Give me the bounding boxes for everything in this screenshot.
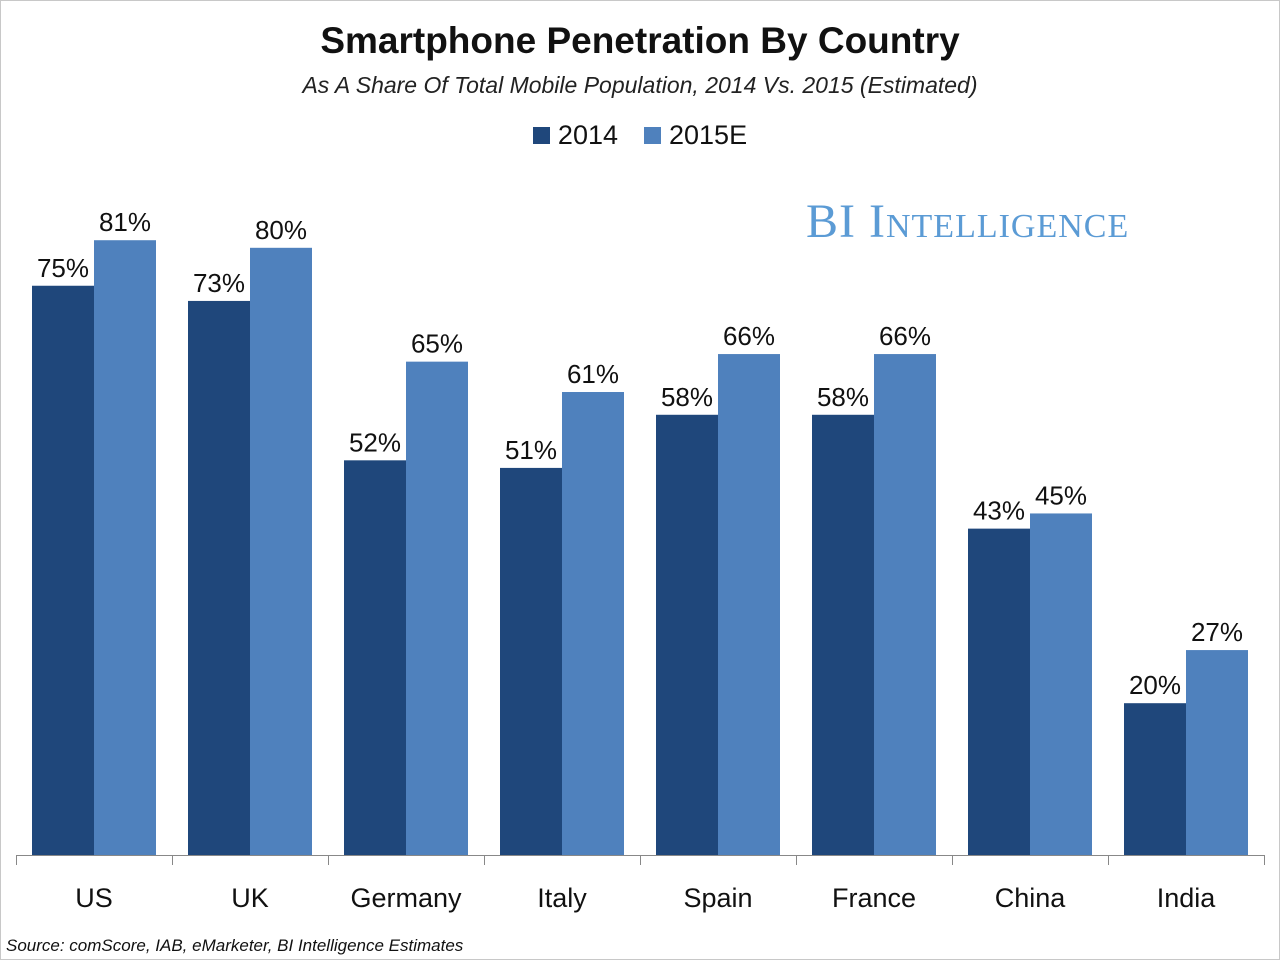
data-label-france-2015e: 66% [879, 321, 931, 351]
data-label-india-2015e: 27% [1191, 617, 1243, 647]
source-note: Source: comScore, IAB, eMarketer, BI Int… [6, 936, 464, 955]
bar-india-2014 [1124, 703, 1186, 855]
bar-italy-2014 [500, 467, 562, 855]
bi-intelligence-logo: BI Intelligence [806, 195, 1130, 248]
legend: 2014 2015E [0, 120, 1280, 151]
bar-france-2014 [812, 414, 874, 855]
data-label-germany-2014: 52% [349, 427, 401, 457]
chart-subtitle: As A Share Of Total Mobile Population, 2… [302, 72, 978, 98]
x-tick-label-india: India [1157, 883, 1217, 913]
data-label-uk-2014: 73% [193, 268, 245, 298]
x-tick-label-italy: Italy [537, 883, 587, 913]
bar-china-2015e [1030, 513, 1092, 855]
bar-spain-2015e [718, 354, 780, 855]
data-label-france-2014: 58% [817, 382, 869, 412]
data-label-us-2014: 75% [37, 253, 89, 283]
legend-swatch-2014 [532, 127, 550, 144]
legend-swatch-2015e [644, 127, 661, 144]
data-label-china-2015e: 45% [1035, 480, 1087, 510]
chart-title: Smartphone Penetration By Country [320, 20, 960, 61]
x-tick-label-uk: UK [231, 883, 269, 913]
bar-uk-2014 [188, 300, 250, 855]
bar-germany-2015e [406, 361, 468, 855]
x-tick-label-germany: Germany [350, 883, 462, 913]
x-tick-label-china: China [995, 883, 1067, 913]
data-label-italy-2015e: 61% [567, 359, 619, 389]
legend-item-2014: 2014 [532, 120, 618, 151]
data-label-italy-2014: 51% [505, 435, 557, 465]
data-label-germany-2015e: 65% [411, 329, 463, 359]
bar-uk-2015e [250, 247, 312, 856]
data-label-us-2015e: 81% [99, 207, 151, 237]
x-tick-label-spain: Spain [683, 883, 752, 913]
bar-us-2014 [32, 285, 94, 855]
bar-china-2014 [968, 528, 1030, 855]
data-label-spain-2015e: 66% [723, 321, 775, 351]
data-label-india-2014: 20% [1129, 670, 1181, 700]
data-label-uk-2015e: 80% [255, 215, 307, 245]
bar-spain-2014 [656, 414, 718, 855]
x-tick-label-us: US [75, 883, 113, 913]
legend-item-2015e: 2015E [644, 120, 747, 151]
bar-india-2015e [1186, 650, 1248, 855]
bar-germany-2014 [344, 460, 406, 855]
data-label-china-2014: 43% [973, 496, 1025, 526]
bar-france-2015e [874, 354, 936, 855]
bar-us-2015e [94, 240, 156, 855]
legend-label-2014: 2014 [557, 120, 618, 150]
data-label-spain-2014: 58% [661, 382, 713, 412]
bar-italy-2015e [562, 392, 624, 855]
legend-label-2015e: 2015E [669, 120, 748, 150]
x-tick-label-france: France [832, 883, 916, 913]
